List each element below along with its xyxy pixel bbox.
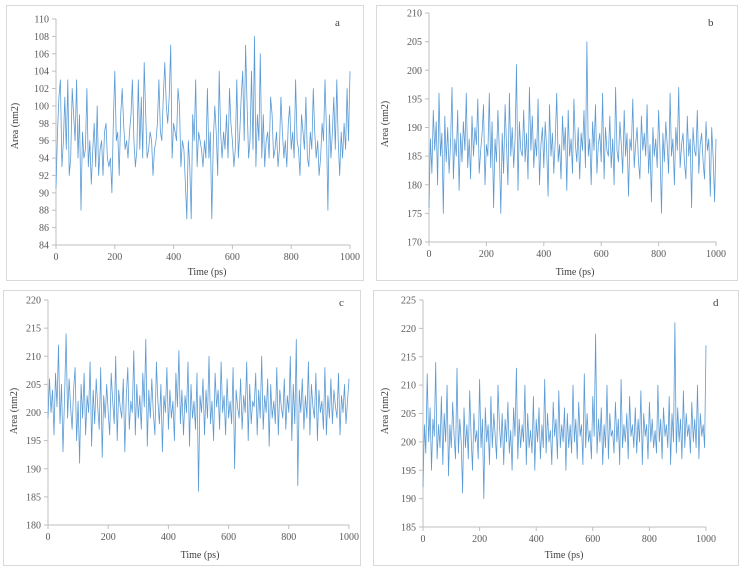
y-tick-label-d: 210 xyxy=(401,381,416,392)
y-axis-title-d: Area (nm2) xyxy=(380,388,391,434)
x-axis-title-b: Time (ps) xyxy=(556,267,595,278)
series-line-a xyxy=(55,35,351,220)
x-tick-label-d: 800 xyxy=(642,534,657,545)
y-tick-label-a: 108 xyxy=(34,32,49,43)
chart-d-svg: d Area (nm2) Time (ps) 185 190 195 200 205 21… xyxy=(380,296,719,562)
x-tick-label-c: 400 xyxy=(161,532,176,543)
y-axis-title-c: Area (nm2) xyxy=(9,388,20,434)
y-tick-label-d: 215 xyxy=(401,352,416,363)
panel-letter-c: c xyxy=(339,297,344,309)
y-tick-label-a: 92 xyxy=(39,171,49,182)
x-tick-label-b: 400 xyxy=(536,249,551,260)
chart-panel-b: b Area (nm2) Time (ps) 170 175 180 185 190 19… xyxy=(376,5,738,281)
x-tick-label-a: 600 xyxy=(225,252,240,263)
x-axis-title-a: Time (ps) xyxy=(188,267,227,278)
y-tick-label-a: 96 xyxy=(39,136,49,147)
y-tick-label-a: 102 xyxy=(34,84,49,95)
x-tick-label-b: 1000 xyxy=(706,249,726,260)
y-tick-label-c: 195 xyxy=(26,436,41,447)
y-tick-label-b: 170 xyxy=(407,238,422,249)
y-tick-label-a: 100 xyxy=(34,101,49,112)
y-tick-label-b: 190 xyxy=(407,123,422,134)
x-tick-label-b: 800 xyxy=(651,249,666,260)
chart-panel-c: c Area (nm2) Time (ps) 180 185 190 195 200 20… xyxy=(3,290,361,566)
x-axis-title-c: Time (ps) xyxy=(181,550,220,561)
y-tick-label-a: 90 xyxy=(39,188,49,199)
chart-panel-a: a Area (nm2) Time (ps) 84 86 88 90 92 94 96 98 1… xyxy=(6,5,364,281)
series-line-c xyxy=(47,333,350,492)
y-tick-label-c: 215 xyxy=(26,324,41,335)
y-tick-label-b: 195 xyxy=(407,94,422,105)
y-tick-label-c: 185 xyxy=(26,492,41,503)
y-tick-label-d: 185 xyxy=(401,523,416,534)
y-tick-label-a: 86 xyxy=(39,223,49,234)
y-tick-label-b: 205 xyxy=(407,37,422,48)
x-tick-label-d: 600 xyxy=(585,534,600,545)
y-tick-label-d: 220 xyxy=(401,324,416,335)
y-tick-label-a: 84 xyxy=(39,241,49,252)
x-tick-label-c: 1000 xyxy=(339,532,359,543)
x-tick-label-a: 400 xyxy=(166,252,181,263)
y-tick-label-a: 94 xyxy=(39,154,49,165)
y-tick-label-d: 205 xyxy=(401,409,416,420)
chart-a-svg: a Area (nm2) Time (ps) 84 86 88 90 92 94 96 98 1… xyxy=(10,15,360,279)
x-tick-label-b: 0 xyxy=(427,249,432,260)
x-tick-label-c: 200 xyxy=(101,532,116,543)
y-tick-label-b: 200 xyxy=(407,66,422,77)
y-tick-label-c: 220 xyxy=(26,296,41,307)
y-tick-label-b: 175 xyxy=(407,209,422,220)
x-tick-label-c: 600 xyxy=(221,532,236,543)
x-tick-label-d: 1000 xyxy=(696,534,716,545)
y-tick-label-c: 200 xyxy=(26,408,41,419)
y-tick-label-d: 225 xyxy=(401,296,416,307)
y-tick-label-a: 106 xyxy=(34,49,49,60)
y-axis-title-a: Area (nm2) xyxy=(10,103,21,149)
y-tick-label-c: 180 xyxy=(26,521,41,532)
y-tick-label-a: 104 xyxy=(34,67,49,78)
x-tick-label-d: 0 xyxy=(421,534,426,545)
x-axis-title-d: Time (ps) xyxy=(545,550,584,561)
x-tick-label-a: 1000 xyxy=(340,252,360,263)
panel-letter-a: a xyxy=(335,17,340,29)
y-tick-label-a: 98 xyxy=(39,119,49,130)
y-tick-label-d: 200 xyxy=(401,437,416,448)
x-tick-label-c: 0 xyxy=(46,532,51,543)
y-tick-label-d: 190 xyxy=(401,494,416,505)
y-tick-label-b: 185 xyxy=(407,152,422,163)
series-line-b xyxy=(428,41,717,214)
x-tick-label-a: 800 xyxy=(284,252,299,263)
y-tick-label-a: 88 xyxy=(39,206,49,217)
x-tick-label-b: 600 xyxy=(594,249,609,260)
y-tick-label-c: 190 xyxy=(26,464,41,475)
x-tick-label-d: 200 xyxy=(472,534,487,545)
y-axis-title-b: Area (nm2) xyxy=(380,101,391,147)
x-tick-label-c: 800 xyxy=(281,532,296,543)
series-line-d xyxy=(422,322,707,500)
y-tick-label-a: 110 xyxy=(34,15,49,26)
y-tick-label-b: 210 xyxy=(407,9,422,20)
y-tick-label-c: 205 xyxy=(26,380,41,391)
y-tick-label-c: 210 xyxy=(26,352,41,363)
panel-letter-d: d xyxy=(713,297,719,309)
panel-letter-b: b xyxy=(708,17,714,29)
x-tick-label-b: 200 xyxy=(479,249,494,260)
x-tick-label-a: 0 xyxy=(54,252,59,263)
x-tick-label-a: 200 xyxy=(107,252,122,263)
chart-b-svg: b Area (nm2) Time (ps) 170 175 180 185 190 19… xyxy=(380,9,726,279)
x-tick-label-d: 400 xyxy=(529,534,544,545)
chart-c-svg: c Area (nm2) Time (ps) 180 185 190 195 200 20… xyxy=(9,296,359,562)
chart-panel-d: d Area (nm2) Time (ps) 185 190 195 200 205 21… xyxy=(373,290,739,566)
y-tick-label-d: 195 xyxy=(401,466,416,477)
y-tick-label-b: 180 xyxy=(407,180,422,191)
